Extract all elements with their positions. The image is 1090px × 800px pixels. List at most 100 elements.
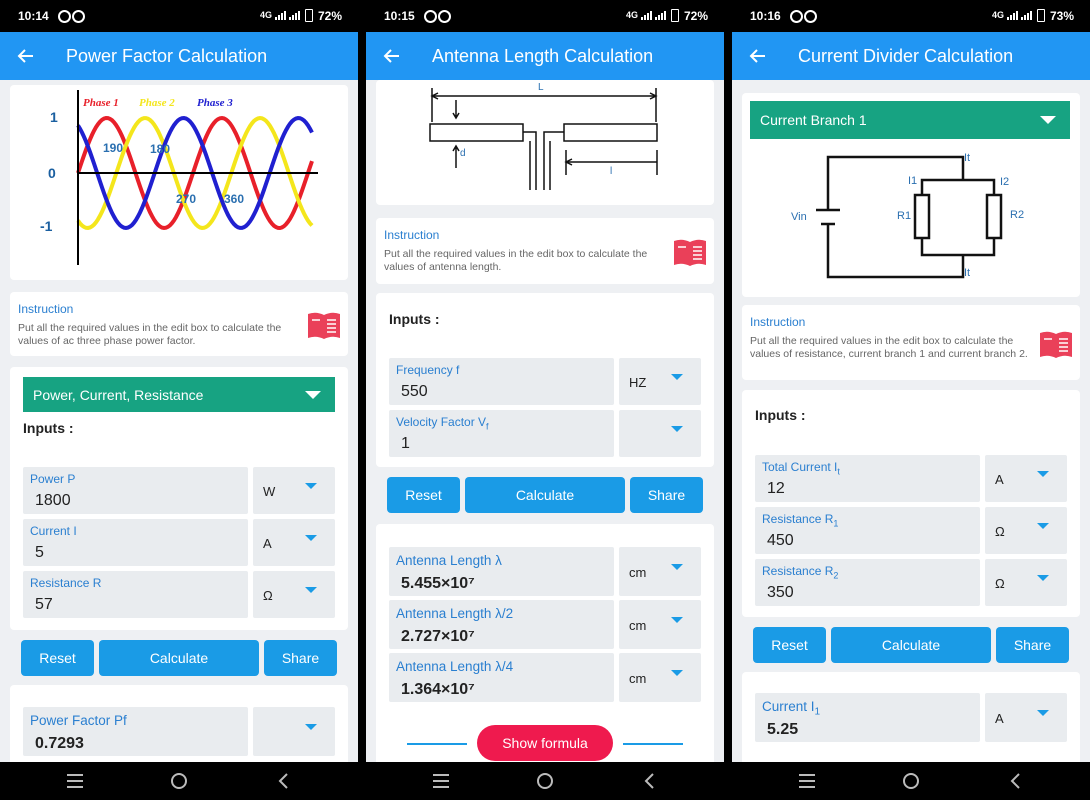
input-field[interactable]: Resistance R 57 <box>23 571 248 618</box>
back-nav-button[interactable] <box>278 773 288 789</box>
input-field[interactable]: Total Current It 12 <box>755 455 980 502</box>
field-value: 450 <box>767 532 794 549</box>
signal-bar <box>655 17 657 20</box>
diagram-line <box>452 100 460 168</box>
unit-select[interactable]: A <box>985 455 1067 502</box>
signal-bar <box>281 13 283 20</box>
field-label: Power Factor Pf <box>30 713 127 728</box>
button[interactable]: Calculate <box>831 627 991 663</box>
network-type: 4G <box>626 10 639 20</box>
back-nav-button[interactable] <box>644 773 654 789</box>
input-field[interactable]: Power Factor Pf 0.7293 <box>23 707 248 756</box>
unit-arrow <box>1037 709 1049 716</box>
instruction-title: Instruction <box>18 302 74 316</box>
status-time: 10:14 <box>18 9 49 23</box>
back-button[interactable] <box>746 44 770 68</box>
unit-select[interactable]: A <box>985 693 1067 742</box>
signal-bar <box>658 15 660 20</box>
recent-apps-button[interactable] <box>433 774 449 788</box>
field-label: Total Current It <box>762 460 840 476</box>
status-icon <box>72 10 85 23</box>
angle-label: 360 <box>224 192 244 206</box>
back-button[interactable] <box>14 44 38 68</box>
input-field[interactable]: Resistance R1 450 <box>755 507 980 554</box>
navigation-bar <box>0 762 358 800</box>
unit-arrow <box>305 482 317 489</box>
dropdown-arrow <box>1040 116 1056 124</box>
unit-select[interactable]: W <box>253 467 335 514</box>
unit-select[interactable]: Ω <box>985 507 1067 554</box>
field-label-sub: f <box>486 421 489 432</box>
unit-label: A <box>995 710 1004 726</box>
input-field[interactable]: Current I 5 <box>23 519 248 566</box>
input-field[interactable]: Velocity Factor Vf 1 <box>389 410 614 457</box>
phone-screen: 10:14 4G 72% Power Factor Calculation Instru… <box>0 0 358 800</box>
unit-label: cm <box>629 617 647 633</box>
diagram-label: d <box>460 148 466 159</box>
home-button[interactable] <box>903 773 919 789</box>
phase-wave <box>76 115 314 231</box>
phase-wave <box>76 115 314 231</box>
phase-wave <box>76 115 314 231</box>
button[interactable]: Reset <box>387 477 460 513</box>
button[interactable]: Share <box>630 477 703 513</box>
input-field[interactable]: Current I1 5.25 <box>755 693 980 742</box>
unit-select[interactable]: cm <box>619 600 701 649</box>
signal-bar <box>661 13 663 20</box>
inputs-heading: Inputs : <box>23 420 74 436</box>
status-icon <box>438 10 451 23</box>
home-button[interactable] <box>537 773 553 789</box>
unit-select[interactable]: cm <box>619 547 701 596</box>
unit-select[interactable]: cm <box>619 653 701 702</box>
input-field[interactable]: Resistance R2 350 <box>755 559 980 606</box>
button[interactable]: Calculate <box>99 640 259 676</box>
signal-bar <box>664 11 666 20</box>
dropdown[interactable]: Current Branch 1 <box>750 101 1070 139</box>
back-nav-button[interactable] <box>1010 773 1020 789</box>
network-type: 4G <box>260 10 273 20</box>
unit-arrow <box>671 425 683 432</box>
input-field[interactable]: Antenna Length λ/4 1.364×10⁷ <box>389 653 614 702</box>
recent-apps-button[interactable] <box>67 774 83 788</box>
diagram-label: It <box>964 267 970 279</box>
unit-label: cm <box>629 564 647 580</box>
field-value: 5 <box>35 544 44 561</box>
input-field[interactable]: Antenna Length λ/2 2.727×10⁷ <box>389 600 614 649</box>
angle-label: 270 <box>176 192 196 206</box>
back-button[interactable] <box>380 44 404 68</box>
unit-label: W <box>263 483 276 499</box>
button[interactable]: Reset <box>753 627 826 663</box>
dropdown-label: Power, Current, Resistance <box>33 386 204 403</box>
battery-level: 72% <box>318 9 343 23</box>
recent-apps-button[interactable] <box>799 774 815 788</box>
unit-select[interactable] <box>253 707 335 756</box>
button[interactable]: Reset <box>21 640 94 676</box>
back-arrow <box>383 49 399 63</box>
unit-select[interactable]: Ω <box>253 571 335 618</box>
show-formula-button[interactable]: Show formula <box>477 725 613 761</box>
button[interactable]: Share <box>264 640 337 676</box>
instruction-text: Put all the required values in the edit … <box>384 248 648 273</box>
field-label-sub: 1 <box>833 518 839 529</box>
input-field[interactable]: Antenna Length λ 5.455×10⁷ <box>389 547 614 596</box>
signal-bar <box>295 13 297 20</box>
input-field[interactable]: Power P 1800 <box>23 467 248 514</box>
unit-select[interactable]: Ω <box>985 559 1067 606</box>
book-icon <box>674 239 706 266</box>
unit-arrow <box>1037 522 1049 529</box>
back-arrow <box>749 49 765 63</box>
home-button[interactable] <box>171 773 187 789</box>
unit-select[interactable]: HZ <box>619 358 701 405</box>
unit-arrow <box>305 586 317 593</box>
button[interactable]: Calculate <box>465 477 625 513</box>
unit-select[interactable]: A <box>253 519 335 566</box>
signal-bar <box>1030 11 1032 20</box>
field-label: Power P <box>30 472 75 486</box>
dropdown[interactable]: Power, Current, Resistance <box>23 377 335 412</box>
unit-select[interactable] <box>619 410 701 457</box>
input-field[interactable]: Frequency f 550 <box>389 358 614 405</box>
button[interactable]: Share <box>996 627 1069 663</box>
network-type: 4G <box>992 10 1005 20</box>
signal-bar <box>1016 11 1018 20</box>
app-title: Power Factor Calculation <box>66 46 268 66</box>
